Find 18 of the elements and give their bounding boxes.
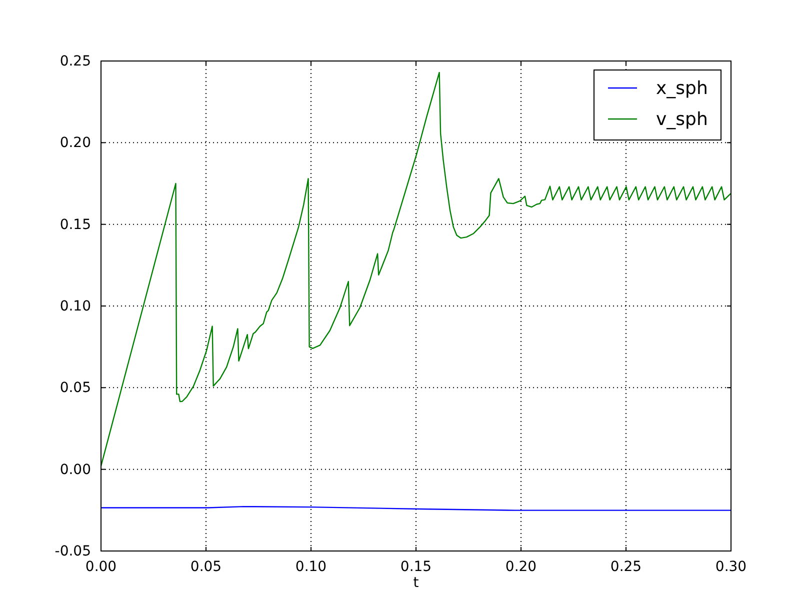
x-tick-label: 0.05 bbox=[190, 558, 222, 575]
x-tick-label: 0.25 bbox=[610, 558, 642, 575]
y-tick-label: 0.15 bbox=[60, 216, 91, 233]
y-tick-label: 0.10 bbox=[60, 298, 91, 314]
y-tick-label: -0.05 bbox=[54, 543, 91, 560]
x-tick-label: 0.20 bbox=[505, 558, 537, 575]
x-tick-label: 0.00 bbox=[85, 558, 117, 575]
x-tick-label: 0.30 bbox=[715, 558, 747, 575]
y-tick-label: 0.25 bbox=[60, 53, 91, 70]
y-tick-label: 0.20 bbox=[60, 135, 91, 152]
legend-label: v_sph bbox=[656, 109, 708, 130]
legend-label: x_sph bbox=[656, 78, 708, 99]
x-tick-label: 0.10 bbox=[295, 558, 327, 575]
x-axis-title: t bbox=[413, 575, 420, 591]
y-tick-label: 0.05 bbox=[60, 380, 91, 396]
y-tick-label: 0.00 bbox=[60, 462, 91, 478]
line-series bbox=[100, 72, 732, 467]
x-tick-label: 0.15 bbox=[400, 558, 432, 575]
